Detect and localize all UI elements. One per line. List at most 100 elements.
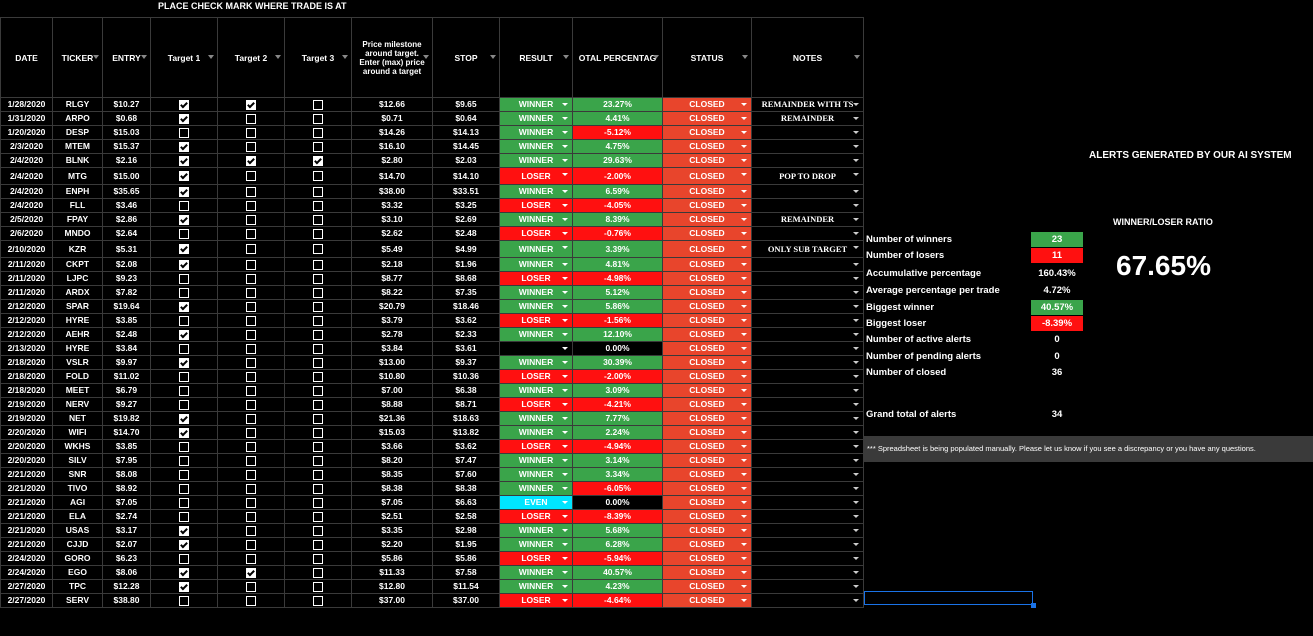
target-1-cell[interactable] (150, 341, 218, 356)
unchecked-checkbox[interactable] (313, 497, 323, 508)
stop-cell[interactable]: $37.00 (432, 593, 500, 608)
unchecked-checkbox[interactable] (246, 539, 256, 550)
target-2-cell[interactable] (217, 467, 285, 482)
result-dropdown[interactable]: LOSER (499, 271, 573, 286)
unchecked-checkbox[interactable] (313, 228, 323, 239)
ticker-cell[interactable]: NET (52, 411, 103, 426)
unchecked-checkbox[interactable] (313, 567, 323, 578)
unchecked-checkbox[interactable] (246, 171, 256, 182)
ticker-cell[interactable]: EGO (52, 565, 103, 580)
target-3-cell[interactable] (284, 425, 352, 440)
stop-cell[interactable]: $7.35 (432, 285, 500, 300)
ticker-cell[interactable]: GORO (52, 551, 103, 566)
stop-cell[interactable]: $3.62 (432, 439, 500, 454)
entry-cell[interactable]: $12.28 (102, 579, 151, 594)
status-dropdown[interactable]: CLOSED (662, 167, 752, 185)
target-3-cell[interactable] (284, 383, 352, 398)
ticker-cell[interactable]: TPC (52, 579, 103, 594)
ticker-cell[interactable]: KZR (52, 240, 103, 258)
filter-icon[interactable] (141, 55, 147, 59)
target-2-cell[interactable] (217, 579, 285, 594)
milestone-cell[interactable]: $10.80 (351, 369, 433, 384)
result-dropdown[interactable]: WINNER (499, 299, 573, 314)
result-dropdown[interactable] (499, 341, 573, 356)
target-1-cell[interactable] (150, 467, 218, 482)
date-cell[interactable]: 2/24/2020 (0, 565, 53, 580)
notes-dropdown[interactable] (751, 551, 864, 566)
target-3-cell[interactable] (284, 167, 352, 185)
entry-cell[interactable]: $9.23 (102, 271, 151, 286)
result-dropdown[interactable]: WINNER (499, 425, 573, 440)
entry-cell[interactable]: $5.31 (102, 240, 151, 258)
stop-cell[interactable]: $0.64 (432, 111, 500, 126)
milestone-cell[interactable]: $3.35 (351, 523, 433, 538)
milestone-cell[interactable]: $2.18 (351, 257, 433, 272)
result-dropdown[interactable]: WINNER (499, 257, 573, 272)
header-milestone[interactable]: Price milestone around target. Enter (ma… (351, 17, 433, 98)
unchecked-checkbox[interactable] (246, 127, 256, 138)
status-dropdown[interactable]: CLOSED (662, 411, 752, 426)
target-2-cell[interactable] (217, 355, 285, 370)
milestone-cell[interactable]: $13.00 (351, 355, 433, 370)
date-cell[interactable]: 2/18/2020 (0, 355, 53, 370)
ticker-cell[interactable]: MNDO (52, 226, 103, 241)
entry-cell[interactable]: $6.79 (102, 383, 151, 398)
target-3-cell[interactable] (284, 257, 352, 272)
entry-cell[interactable]: $8.08 (102, 467, 151, 482)
target-2-cell[interactable] (217, 453, 285, 468)
entry-cell[interactable]: $15.03 (102, 125, 151, 140)
target-3-cell[interactable] (284, 139, 352, 154)
entry-cell[interactable]: $19.64 (102, 299, 151, 314)
unchecked-checkbox[interactable] (313, 186, 323, 197)
stop-cell[interactable]: $2.58 (432, 509, 500, 524)
ticker-cell[interactable]: WKHS (52, 439, 103, 454)
unchecked-checkbox[interactable] (313, 441, 323, 452)
status-dropdown[interactable]: CLOSED (662, 593, 752, 608)
unchecked-checkbox[interactable] (179, 343, 189, 354)
milestone-cell[interactable]: $2.51 (351, 509, 433, 524)
stop-cell[interactable]: $9.37 (432, 355, 500, 370)
stop-cell[interactable]: $8.68 (432, 271, 500, 286)
status-dropdown[interactable]: CLOSED (662, 425, 752, 440)
unchecked-checkbox[interactable] (313, 200, 323, 211)
header-target-2[interactable]: Target 2 (217, 17, 285, 98)
header-target-1[interactable]: Target 1 (150, 17, 218, 98)
notes-dropdown[interactable] (751, 153, 864, 168)
result-dropdown[interactable]: LOSER (499, 397, 573, 412)
stop-cell[interactable]: $18.63 (432, 411, 500, 426)
entry-cell[interactable]: $19.82 (102, 411, 151, 426)
stop-cell[interactable]: $2.69 (432, 212, 500, 227)
unchecked-checkbox[interactable] (179, 127, 189, 138)
target-1-cell[interactable] (150, 271, 218, 286)
stop-cell[interactable]: $4.99 (432, 240, 500, 258)
target-3-cell[interactable] (284, 481, 352, 496)
target-3-cell[interactable] (284, 299, 352, 314)
status-dropdown[interactable]: CLOSED (662, 565, 752, 580)
status-dropdown[interactable]: CLOSED (662, 355, 752, 370)
result-dropdown[interactable]: WINNER (499, 212, 573, 227)
target-1-cell[interactable] (150, 198, 218, 213)
milestone-cell[interactable]: $5.49 (351, 240, 433, 258)
unchecked-checkbox[interactable] (246, 385, 256, 396)
target-2-cell[interactable] (217, 167, 285, 185)
target-2-cell[interactable] (217, 97, 285, 112)
target-3-cell[interactable] (284, 341, 352, 356)
result-dropdown[interactable]: WINNER (499, 579, 573, 594)
target-1-cell[interactable] (150, 565, 218, 580)
ticker-cell[interactable]: MEET (52, 383, 103, 398)
unchecked-checkbox[interactable] (179, 228, 189, 239)
checked-checkbox[interactable] (179, 539, 189, 550)
milestone-cell[interactable]: $5.86 (351, 551, 433, 566)
entry-cell[interactable]: $9.27 (102, 397, 151, 412)
status-dropdown[interactable]: CLOSED (662, 481, 752, 496)
target-3-cell[interactable] (284, 411, 352, 426)
checked-checkbox[interactable] (246, 567, 256, 578)
target-1-cell[interactable] (150, 523, 218, 538)
milestone-cell[interactable]: $0.71 (351, 111, 433, 126)
notes-dropdown[interactable] (751, 184, 864, 199)
stop-cell[interactable]: $6.63 (432, 495, 500, 510)
result-dropdown[interactable]: LOSER (499, 226, 573, 241)
target-1-cell[interactable] (150, 111, 218, 126)
target-2-cell[interactable] (217, 397, 285, 412)
entry-cell[interactable]: $35.65 (102, 184, 151, 199)
